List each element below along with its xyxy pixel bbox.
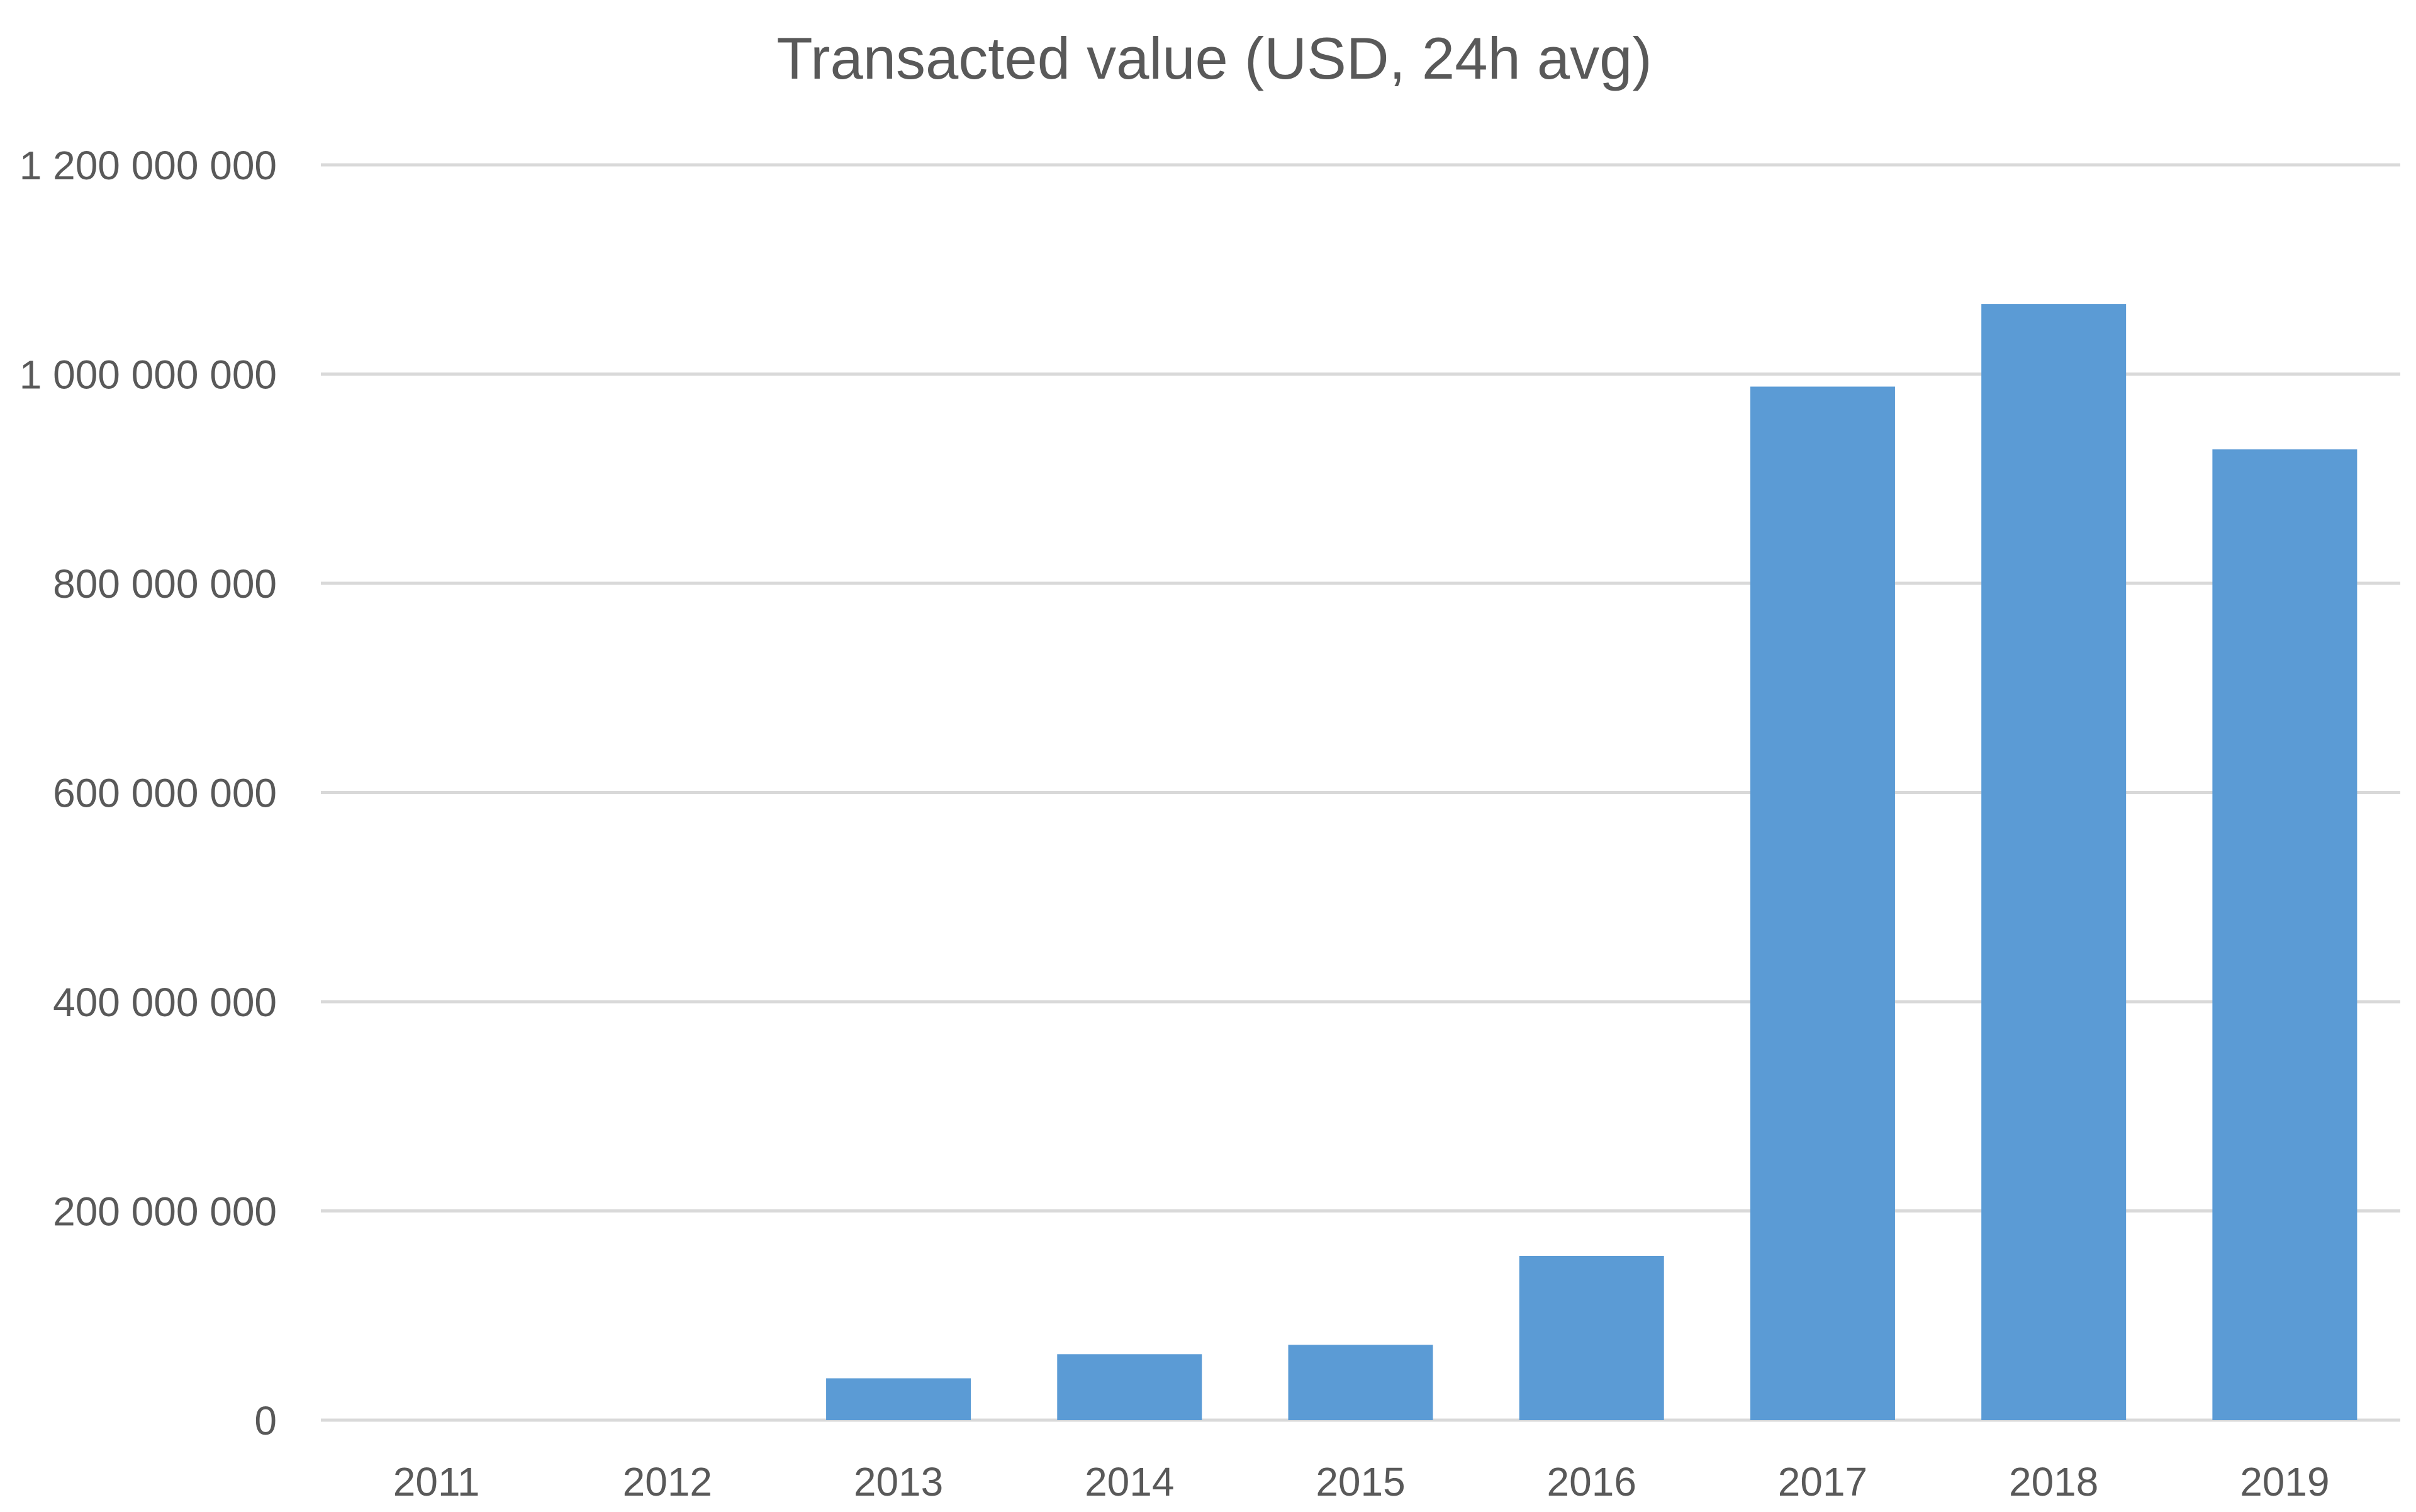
y-tick-label: 1 200 000 000 [20,143,277,188]
x-tick-label: 2019 [2240,1459,2329,1504]
y-tick-label: 0 [254,1398,277,1443]
bar-2014 [1057,1354,1202,1420]
x-tick-label: 2011 [393,1459,480,1504]
y-tick-label: 400 000 000 [53,980,277,1025]
x-tick-label: 2013 [854,1459,943,1504]
y-axis-tick-labels: 0 200 000 000 400 000 000 600 000 000 800 00… [20,143,277,1443]
x-axis-tick-labels: 2011 2012 2013 2014 2015 2016 2017 2018 2019 [393,1459,2330,1504]
y-tick-label: 800 000 000 [53,561,277,607]
bar-2017 [1750,386,1895,1421]
bar-2019 [2212,449,2357,1421]
x-tick-label: 2012 [623,1459,712,1504]
x-tick-label: 2014 [1085,1459,1174,1504]
y-tick-label: 1 000 000 000 [20,352,277,398]
bar-2016 [1519,1255,1664,1420]
bar-2013 [826,1378,971,1420]
bar-2018 [1981,304,2127,1420]
x-tick-label: 2016 [1547,1459,1636,1504]
bars [826,304,2357,1421]
grid-lines [321,163,2400,1422]
chart-title: Transacted value (USD, 24h avg) [776,25,1652,91]
bar-2015 [1288,1345,1433,1420]
y-tick-label: 200 000 000 [53,1189,277,1235]
x-tick-label: 2017 [1778,1459,1867,1504]
x-tick-label: 2015 [1316,1459,1405,1504]
x-tick-label: 2018 [2009,1459,2098,1504]
y-tick-label: 600 000 000 [53,771,277,816]
